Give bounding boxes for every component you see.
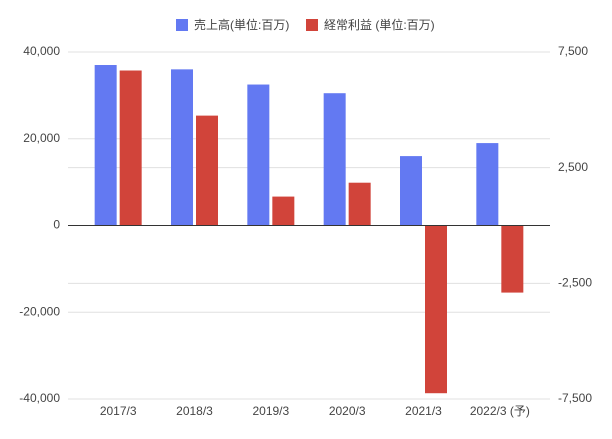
- y2-tick-label: -7,500: [558, 391, 592, 405]
- x-tick-label: 2019/3: [252, 404, 289, 418]
- bar: [400, 156, 422, 226]
- bar: [272, 196, 295, 226]
- y-tick-label: 0: [53, 218, 60, 232]
- y-tick-label: 40,000: [23, 44, 60, 58]
- bar: [501, 225, 524, 293]
- y2-tick-label: -2,500: [558, 276, 592, 290]
- bar: [323, 93, 346, 226]
- x-tick-label: 2018/3: [176, 404, 213, 418]
- x-tick-label: 2017/3: [100, 404, 137, 418]
- bar: [119, 70, 142, 226]
- y-tick-label: -20,000: [19, 304, 60, 318]
- bar: [171, 69, 193, 226]
- bar: [476, 143, 499, 226]
- y-tick-label: 20,000: [23, 131, 60, 145]
- x-tick-label: 2022/3 (予): [470, 404, 530, 418]
- bar: [196, 115, 218, 226]
- legend-swatch: [176, 19, 188, 31]
- bar: [247, 84, 270, 226]
- legend-swatch: [306, 19, 318, 31]
- bar: [425, 225, 447, 394]
- x-tick-label: 2021/3: [405, 404, 442, 418]
- y-tick-label: -40,000: [19, 391, 60, 405]
- legend-label: 経常利益 (単位:百万): [324, 17, 435, 32]
- legend-label: 売上高(単位:百万): [194, 17, 289, 32]
- x-tick-label: 2020/3: [329, 404, 366, 418]
- bar: [348, 182, 371, 226]
- bar: [94, 65, 117, 226]
- y2-tick-label: 7,500: [558, 44, 588, 58]
- y2-tick-label: 2,500: [558, 160, 588, 174]
